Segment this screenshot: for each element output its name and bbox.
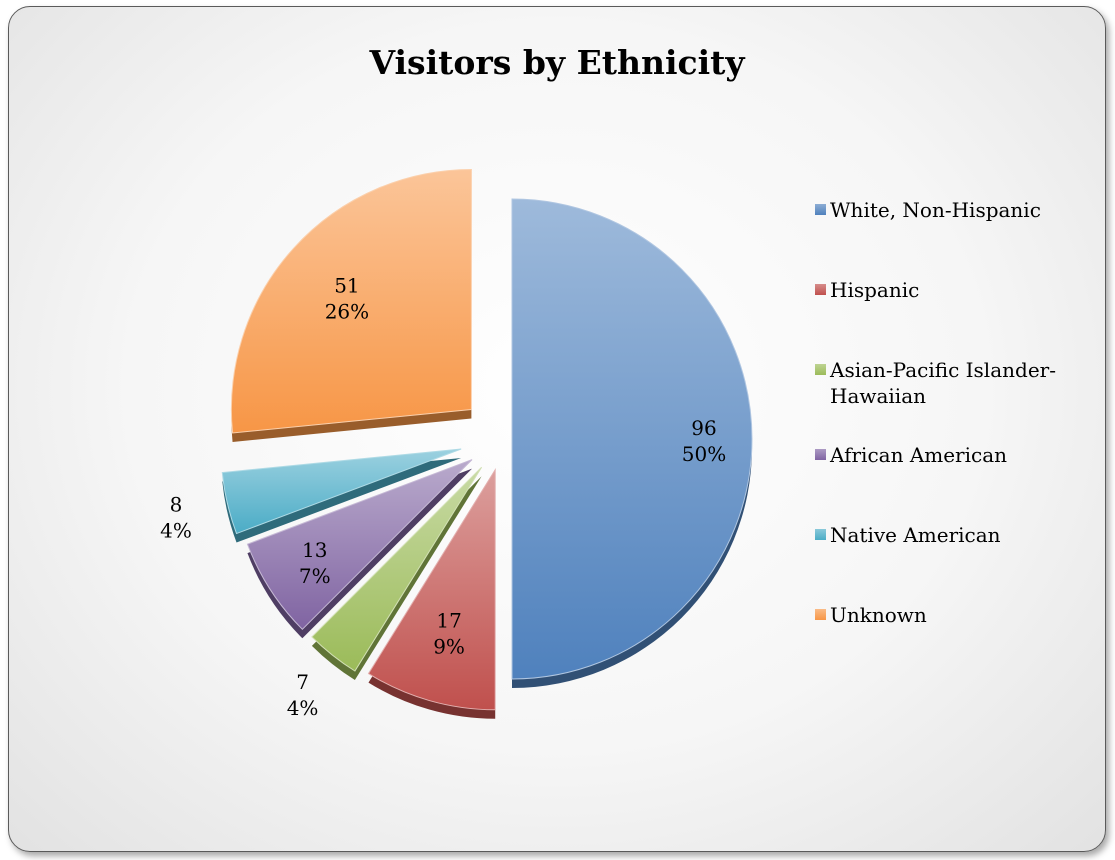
data-label-value: 17 [436,608,461,632]
pie-slice-african-american [246,459,473,639]
legend-item-unknown: Unknown [815,602,1105,628]
legend-label: Native American [830,523,1001,547]
chart-frame: Visitors by Ethnicity 96 50% 17 9% 7 4% 13 7% 8 4… [8,6,1106,852]
data-label-percent: 50% [682,442,726,466]
chart-title: Visitors by Ethnicity [369,43,745,82]
legend-item-white-non-hispanic: White, Non-Hispanic [815,197,1105,223]
data-label-percent: 4% [160,518,192,542]
legend-swatch [815,204,826,215]
legend-item-hispanic: Hispanic [815,277,1105,303]
pie-slice-hispanic [367,468,496,719]
data-label-value: 51 [334,274,359,298]
data-label-value: 13 [302,538,327,562]
data-label-hispanic: 17 9% [433,608,465,658]
pie-slice-face [511,198,753,680]
legend-item-asian-pacific-islander-hawaiian: Asian-Pacific Islander-Hawaiian [815,357,1105,409]
pie-slice-native-american [221,448,462,543]
data-label-value: 96 [691,416,716,440]
legend-swatch [815,284,826,295]
pie-slice-face [230,168,472,434]
pie-slice-white-non-hispanic [511,198,753,688]
pie-slice-face [221,448,462,535]
data-label-value: 8 [170,492,183,516]
pie-slice-unknown [230,168,472,442]
data-label-value: 7 [296,670,309,694]
data-label-african-american: 13 7% [299,538,331,588]
legend-swatch [815,449,826,460]
pie-chart: 96 50%17 9%7 4%13 7%8 4%51 26% [160,168,753,720]
legend-label: African American [830,443,1008,467]
legend-label: White, Non-Hispanic [830,198,1041,222]
data-label-percent: 26% [325,300,369,324]
pie-slice-face [246,459,473,631]
legend-swatch [815,529,826,540]
data-label-asian-pacific-islander-hawaiian: 7 4% [287,670,319,720]
data-label-white-non-hispanic: 96 50% [682,416,726,466]
legend-label: Unknown [830,603,927,627]
data-label-native-american: 8 4% [160,492,192,542]
legend-swatch [815,364,826,375]
data-label-unknown: 51 26% [325,274,369,324]
data-label-percent: 7% [299,564,331,588]
pie-slice-face [311,466,483,672]
data-label-percent: 4% [287,696,319,720]
legend-label: Hispanic [830,278,920,302]
legend-item-native-american: Native American [815,522,1105,548]
legend-swatch [815,609,826,620]
legend-label: Asian-Pacific Islander-Hawaiian [830,358,1056,408]
pie-slice-face [367,468,496,711]
legend-item-african-american: African American [815,442,1105,468]
pie-slice-asian-pacific-islander-hawaiian [311,466,483,681]
data-label-percent: 9% [433,634,465,658]
